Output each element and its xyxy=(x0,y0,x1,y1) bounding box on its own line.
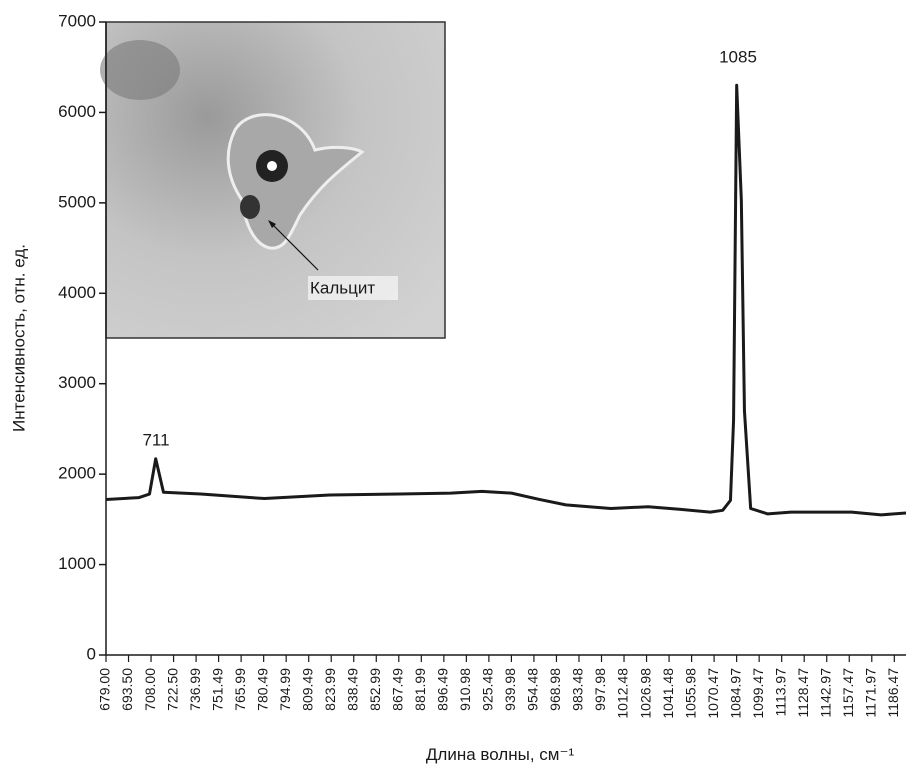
x-tick-label: 983.48 xyxy=(570,668,586,711)
x-tick-label: 1113.97 xyxy=(772,668,788,717)
x-tick-label: 780.49 xyxy=(254,668,270,711)
x-tick-label: 1171.97 xyxy=(862,668,878,718)
x-tick-label: 997.98 xyxy=(592,668,608,711)
x-tick-label: 1128.47 xyxy=(795,668,811,718)
x-tick-label: 1026.98 xyxy=(637,668,653,719)
x-tick-label: 708.00 xyxy=(142,668,158,711)
x-tick-label: 1186.47 xyxy=(885,668,901,718)
y-tick-label: 0 xyxy=(87,644,96,663)
x-tick-label: 736.99 xyxy=(187,668,203,711)
inset-photo xyxy=(100,22,445,338)
x-tick-label: 881.99 xyxy=(412,668,428,711)
x-tick-label: 765.99 xyxy=(232,668,248,711)
x-tick-label: 954.48 xyxy=(525,668,541,711)
x-tick-label: 1070.47 xyxy=(705,668,721,719)
x-tick-label: 679.00 xyxy=(97,668,113,711)
x-tick-label: 1157.47 xyxy=(840,668,856,718)
chart: Кальцит Интенсивность, отн. ед. Длина во… xyxy=(0,0,906,772)
x-axis-label: Длина волны, см⁻¹ xyxy=(426,745,575,764)
x-tick-label: 910.98 xyxy=(457,668,473,711)
y-tick-label: 4000 xyxy=(58,283,96,302)
y-axis-label: Интенсивность, отн. ед. xyxy=(9,244,28,432)
x-tick-label: 939.98 xyxy=(502,668,518,711)
x-tick-label: 1041.48 xyxy=(660,668,676,719)
y-tick-label: 1000 xyxy=(58,554,96,573)
x-tick-label: 896.49 xyxy=(435,668,451,711)
y-tick-label: 5000 xyxy=(58,192,96,211)
x-tick-label: 1084.97 xyxy=(727,668,743,719)
x-tick-label: 1012.48 xyxy=(615,668,631,719)
x-tick-label: 852.99 xyxy=(367,668,383,711)
x-tick-label: 968.98 xyxy=(547,668,563,711)
y-tick-label: 7000 xyxy=(58,11,96,30)
y-tick-label: 6000 xyxy=(58,102,96,121)
x-tick-label: 925.48 xyxy=(480,668,496,711)
x-tick-label: 1099.47 xyxy=(750,668,766,719)
x-tick-label: 838.49 xyxy=(344,668,360,711)
y-tick-label: 2000 xyxy=(58,464,96,483)
x-tick-label: 809.49 xyxy=(299,668,315,711)
peak-label: 1085 xyxy=(719,47,757,66)
y-tick-label: 3000 xyxy=(58,373,96,392)
x-tick-label: 751.49 xyxy=(209,668,225,711)
x-tick-label: 823.99 xyxy=(322,668,338,711)
x-tick-label: 722.50 xyxy=(164,668,180,711)
inset-label: Кальцит xyxy=(310,278,375,297)
peak-label: 711 xyxy=(142,430,169,449)
x-tick-label: 1142.97 xyxy=(817,668,833,718)
x-tick-label: 693.50 xyxy=(119,668,135,711)
x-tick-label: 1055.98 xyxy=(682,668,698,719)
x-tick-label: 794.99 xyxy=(277,668,293,711)
x-tick-label: 867.49 xyxy=(390,668,406,711)
